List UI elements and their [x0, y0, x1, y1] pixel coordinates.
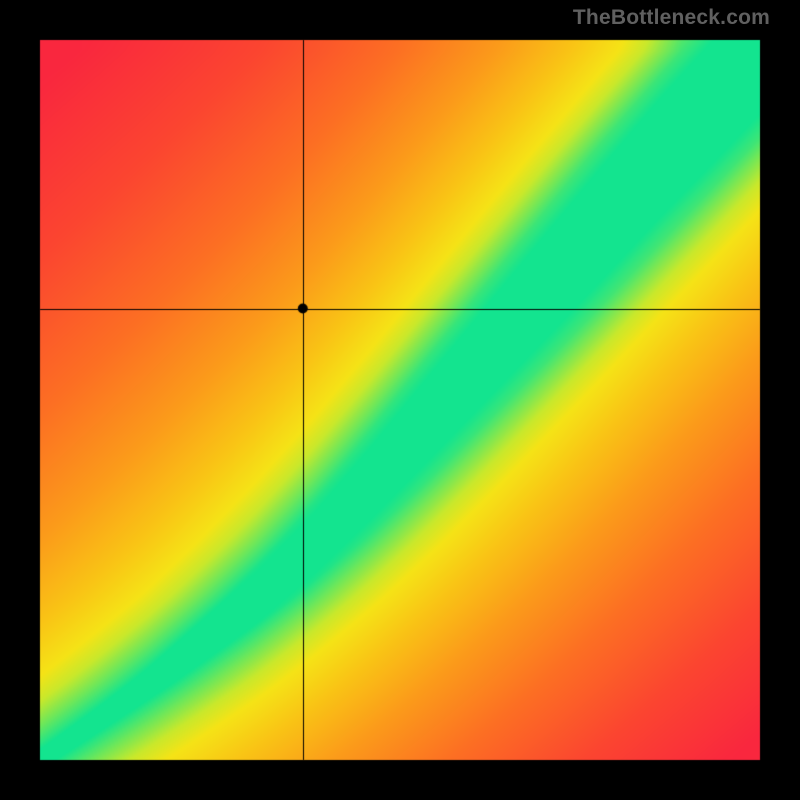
chart-container: TheBottleneck.com — [0, 0, 800, 800]
watermark-text: TheBottleneck.com — [573, 6, 770, 30]
crosshair-overlay — [0, 0, 800, 800]
